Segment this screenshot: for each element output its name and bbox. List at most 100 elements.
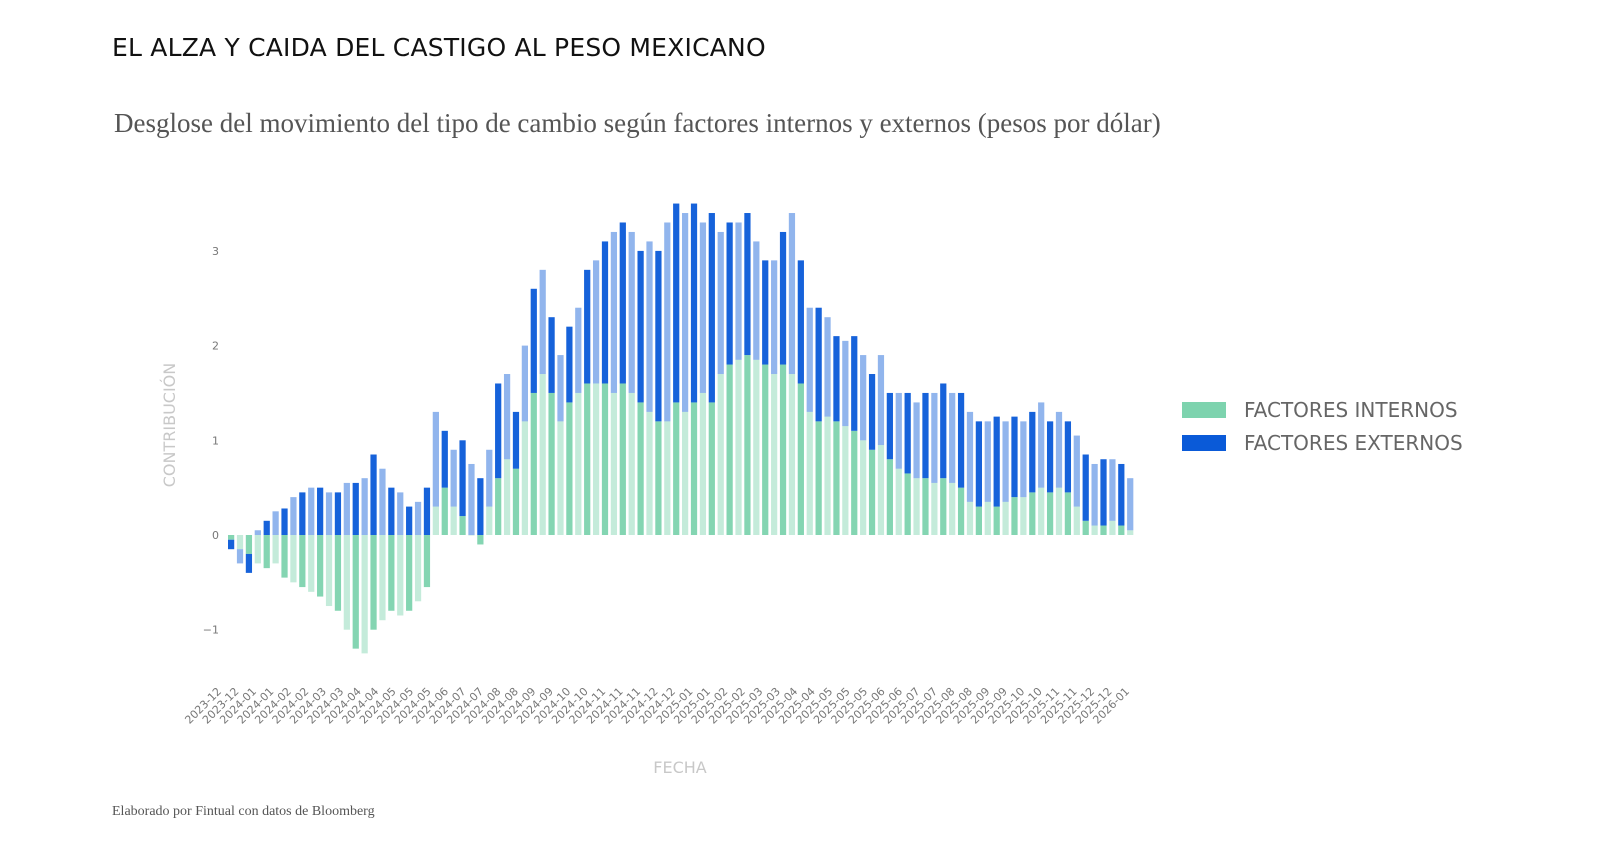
bar-internos bbox=[325, 535, 333, 607]
bar-internos bbox=[1109, 520, 1116, 535]
bar-internos bbox=[414, 535, 422, 602]
bar-internos bbox=[1002, 501, 1009, 535]
x-axis-title: FECHA bbox=[653, 758, 707, 777]
bar-externos bbox=[486, 449, 493, 507]
bar-externos bbox=[228, 539, 235, 550]
bar-internos bbox=[397, 535, 404, 616]
bar-externos bbox=[1127, 478, 1134, 531]
bar-internos bbox=[717, 374, 724, 535]
bar-internos bbox=[290, 535, 297, 583]
bar-internos bbox=[263, 535, 270, 569]
y-tick-label: −1 bbox=[203, 624, 219, 637]
bar-externos bbox=[361, 478, 368, 535]
bar-externos bbox=[254, 530, 261, 535]
bar-internos bbox=[1055, 487, 1063, 535]
bar-externos bbox=[726, 222, 733, 365]
bar-internos bbox=[1029, 492, 1036, 535]
bar-externos bbox=[352, 482, 359, 535]
bar-externos bbox=[975, 421, 982, 507]
bar-internos bbox=[726, 364, 733, 535]
bar-internos bbox=[655, 421, 662, 535]
bar-externos bbox=[913, 402, 920, 479]
bar-internos bbox=[664, 421, 671, 535]
bar-externos bbox=[1020, 421, 1027, 498]
bar-externos bbox=[566, 326, 573, 403]
bar-externos bbox=[931, 392, 938, 483]
bar-externos bbox=[868, 374, 876, 450]
bar-internos bbox=[486, 506, 493, 535]
bar-externos bbox=[281, 508, 288, 535]
bar-externos bbox=[423, 487, 431, 535]
bar-externos bbox=[245, 553, 253, 573]
bar-internos bbox=[949, 482, 956, 535]
bar-internos bbox=[922, 478, 929, 535]
bar-internos bbox=[851, 430, 858, 535]
bar-internos bbox=[1011, 497, 1018, 535]
bar-internos bbox=[584, 383, 591, 535]
legend: FACTORES INTERNOS FACTORES EXTERNOS bbox=[1182, 393, 1463, 459]
bar-internos bbox=[352, 535, 359, 649]
bar-externos bbox=[922, 392, 929, 479]
bar-externos bbox=[379, 468, 386, 535]
bar-internos bbox=[521, 421, 528, 535]
bar-externos bbox=[984, 421, 991, 502]
bar-externos bbox=[682, 213, 689, 412]
bar-externos bbox=[717, 231, 724, 375]
bar-internos bbox=[788, 374, 796, 535]
bar-internos bbox=[886, 459, 893, 535]
bar-externos bbox=[860, 355, 867, 441]
bar-internos bbox=[744, 355, 751, 535]
bar-internos bbox=[459, 516, 466, 535]
bar-externos bbox=[584, 269, 591, 384]
bar-externos bbox=[477, 478, 484, 535]
bar-internos bbox=[815, 421, 822, 535]
bar-externos bbox=[735, 222, 742, 360]
bar-internos bbox=[334, 535, 342, 611]
y-tick-label: 3 bbox=[212, 245, 219, 258]
bar-internos bbox=[530, 392, 537, 535]
bar-externos bbox=[851, 336, 858, 431]
x-ticks: 2023-122023-122024-012024-012024-022024-… bbox=[182, 685, 1132, 727]
bar-internos bbox=[637, 402, 644, 535]
bar-externos bbox=[592, 260, 600, 384]
bar-internos bbox=[682, 411, 689, 535]
bar-externos bbox=[317, 487, 324, 535]
bar-externos bbox=[557, 355, 564, 422]
bar-externos bbox=[450, 449, 457, 507]
bar-internos bbox=[940, 478, 947, 535]
bar-internos bbox=[797, 383, 804, 535]
bar-internos bbox=[779, 364, 787, 535]
bar-internos bbox=[1118, 525, 1125, 535]
bar-externos bbox=[530, 288, 537, 393]
bar-externos bbox=[1055, 411, 1063, 488]
bar-internos bbox=[984, 501, 991, 535]
bar-externos bbox=[824, 317, 831, 417]
bar-internos bbox=[592, 383, 600, 535]
bar-internos bbox=[904, 473, 911, 535]
bar-internos bbox=[1127, 530, 1134, 535]
bar-internos bbox=[575, 392, 582, 535]
bar-externos bbox=[815, 307, 822, 422]
bar-externos bbox=[1091, 463, 1098, 526]
bar-internos bbox=[806, 411, 813, 535]
bar-externos bbox=[771, 260, 778, 375]
bar-internos bbox=[245, 535, 253, 554]
bar-externos bbox=[299, 492, 306, 535]
bar-externos bbox=[708, 213, 715, 403]
bar-externos bbox=[842, 340, 849, 427]
bar-internos bbox=[735, 359, 742, 535]
bar-internos bbox=[423, 535, 431, 588]
bar-internos bbox=[824, 416, 831, 535]
bar-externos bbox=[628, 231, 635, 393]
bar-externos bbox=[877, 355, 885, 446]
bar-internos bbox=[308, 535, 315, 592]
bar-externos bbox=[833, 336, 840, 422]
bar-internos bbox=[673, 402, 680, 535]
bar-externos bbox=[797, 260, 804, 384]
bar-externos bbox=[521, 345, 528, 422]
legend-label-externos: FACTORES EXTERNOS bbox=[1244, 430, 1463, 455]
bar-internos bbox=[1020, 497, 1027, 535]
y-tick-label: 1 bbox=[212, 434, 219, 447]
bar-internos bbox=[361, 535, 368, 654]
bar-externos bbox=[806, 307, 813, 412]
